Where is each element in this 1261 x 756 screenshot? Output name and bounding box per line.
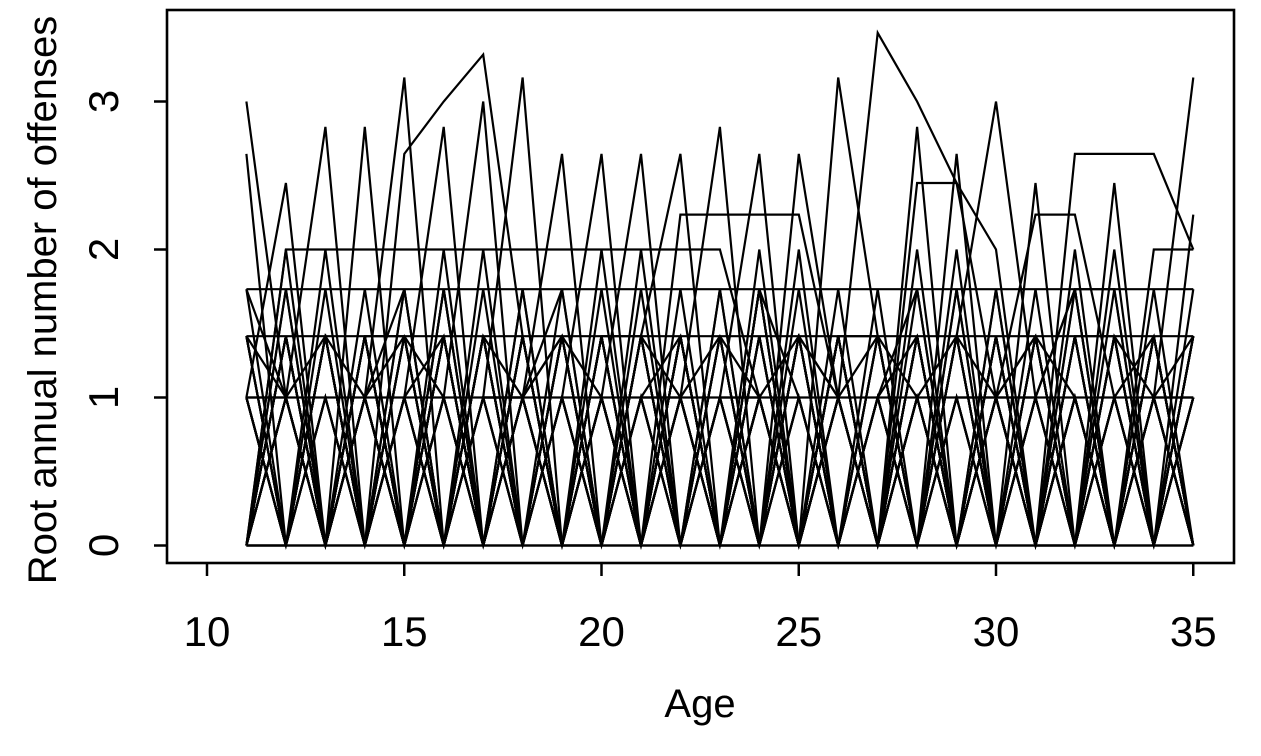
y-tick-label: 2 <box>80 238 127 261</box>
series-line-subject-43 <box>245 153 1195 550</box>
series-line-subject-46 <box>245 77 1195 550</box>
x-tick-label: 25 <box>775 608 822 655</box>
y-tick-label: 3 <box>80 90 127 113</box>
x-tick-label: 20 <box>578 608 625 655</box>
series-line-subject-45 <box>245 182 1195 550</box>
series-line-subject-24 <box>245 181 1195 550</box>
y-tick-label: 1 <box>80 386 127 409</box>
plot-box <box>165 8 1236 565</box>
x-tick-label: 15 <box>381 608 428 655</box>
x-tick-label: 10 <box>184 608 231 655</box>
x-tick-label: 35 <box>1170 608 1217 655</box>
x-tick-label: 30 <box>973 608 1020 655</box>
y-tick-label: 0 <box>80 534 127 557</box>
